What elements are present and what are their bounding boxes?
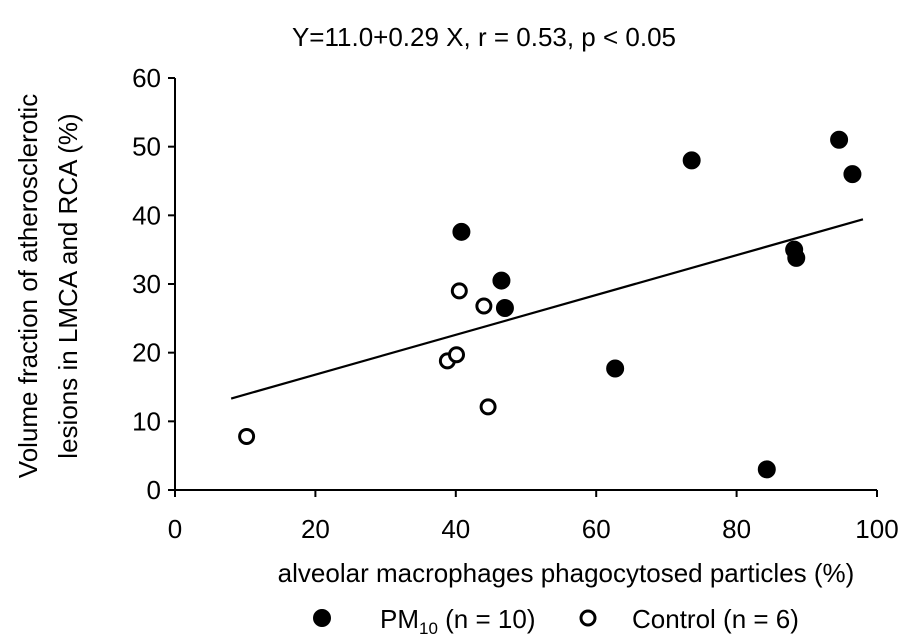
y-axis-ticks: 0 10 20 30 40 50 60 [132, 63, 175, 505]
x-axis-ticks: 0 20 40 60 80 100 [168, 490, 899, 544]
pm10-point [787, 248, 806, 267]
pm10-point [495, 299, 514, 318]
control-point [448, 346, 466, 364]
legend-pm-count: (n = 10) [438, 604, 536, 634]
pm10-point [492, 271, 511, 290]
x-tick-label: 100 [855, 514, 898, 544]
chart-title: Y=11.0+0.29 X, r = 0.53, p < 0.05 [292, 22, 676, 52]
legend-label-control: Control (n = 6) [632, 604, 799, 634]
legend-marker-control [579, 609, 597, 627]
y-tick-label: 30 [132, 269, 161, 299]
x-tick-label: 60 [582, 514, 611, 544]
x-tick-label: 20 [301, 514, 330, 544]
pm10-point [830, 130, 849, 149]
x-tick-label: 40 [441, 514, 470, 544]
x-tick-label: 0 [168, 514, 182, 544]
axes [174, 78, 877, 491]
control-point [450, 282, 468, 300]
y-tick-label: 20 [132, 338, 161, 368]
pm10-point [452, 222, 471, 241]
y-tick-label: 60 [132, 63, 161, 93]
pm10-point [757, 460, 776, 479]
legend-pm-text: PM [380, 604, 419, 634]
control-point [475, 297, 493, 315]
y-axis-label-line-2: lesions in LMCA and RCA (%) [53, 113, 83, 458]
y-tick-label: 40 [132, 200, 161, 230]
y-tick-label: 0 [147, 475, 161, 505]
legend-label-pm10: PM10 (n = 10) [380, 604, 535, 638]
pm10-point [682, 151, 701, 170]
legend-marker-pm10 [313, 609, 331, 627]
pm10-point [606, 359, 625, 378]
legend: PM10 (n = 10) Control (n = 6) [313, 604, 799, 638]
regression-line [230, 218, 864, 400]
control-point [238, 427, 256, 445]
y-tick-label: 50 [132, 132, 161, 162]
y-axis-label-line-1: Volume fraction of atherosclerotic [13, 94, 43, 478]
control-point [479, 398, 497, 416]
legend-pm-subscript: 10 [419, 619, 438, 638]
data-points [238, 130, 862, 479]
x-tick-label: 80 [722, 514, 751, 544]
y-tick-label: 10 [132, 406, 161, 436]
x-axis-label: alveolar macrophages phagocytosed partic… [278, 558, 855, 588]
pm10-point [843, 165, 862, 184]
y-axis-label: Volume fraction of atherosclerotic lesio… [13, 94, 83, 478]
